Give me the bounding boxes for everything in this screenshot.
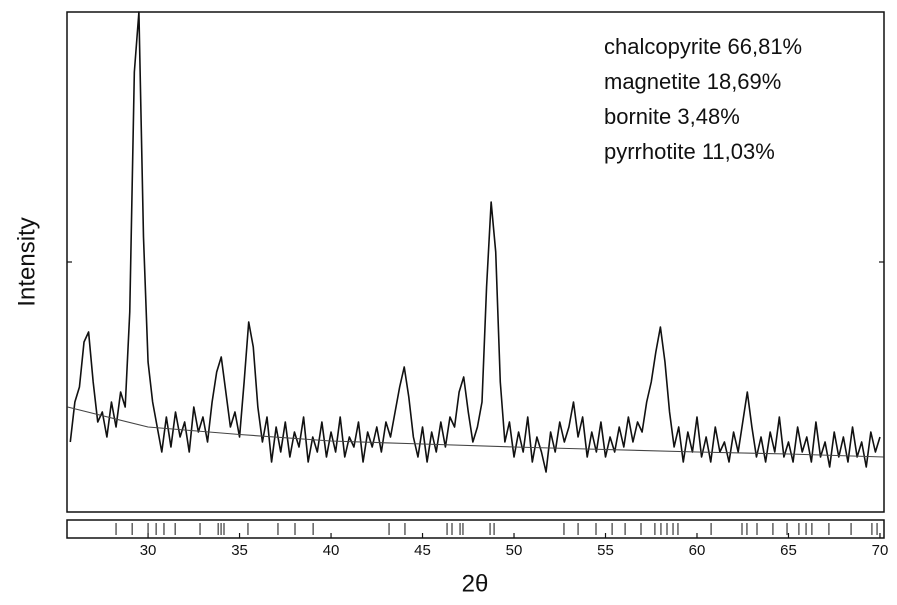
annotation: chalcopyrite 66,81% — [604, 34, 802, 59]
annotation: pyrrhotite 11,03% — [604, 139, 775, 164]
x-tick-label: 60 — [689, 542, 706, 559]
x-tick-label: 40 — [323, 542, 340, 559]
reflection-strip — [66, 519, 885, 539]
x-tick-label: 65 — [780, 542, 797, 559]
pattern-line — [69, 11, 881, 473]
x-tick-label: 45 — [414, 542, 431, 559]
x-tick-label: 70 — [872, 542, 889, 559]
x-tick-label: 30 — [140, 542, 157, 559]
background-line — [67, 406, 884, 458]
x-tick-label: 50 — [506, 542, 523, 559]
annotation: magnetite 18,69% — [604, 69, 781, 94]
x-axis-label: 2θ — [462, 570, 489, 597]
annotation: bornite 3,48% — [604, 104, 740, 129]
x-tick-label: 35 — [231, 542, 248, 559]
y-axis-label: Intensity — [13, 217, 40, 306]
x-tick-label: 55 — [597, 542, 614, 559]
